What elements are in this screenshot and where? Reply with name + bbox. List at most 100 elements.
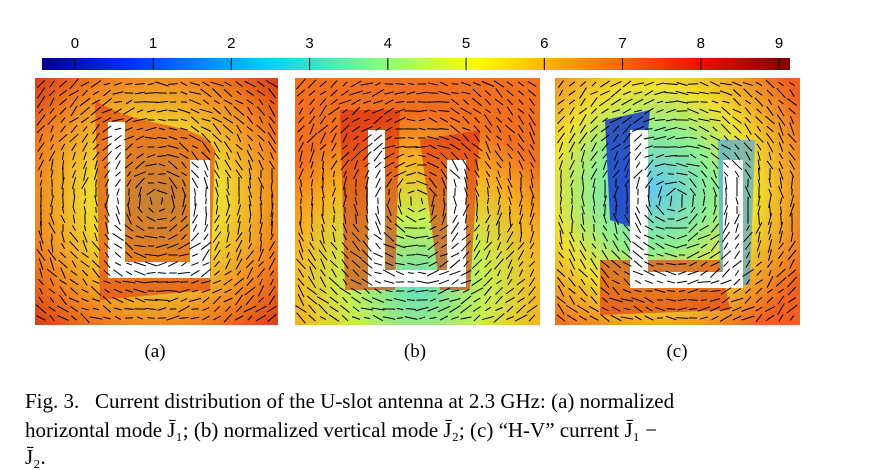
vector	[497, 233, 501, 241]
vector	[744, 169, 752, 179]
vector	[365, 176, 369, 190]
vector	[677, 127, 687, 131]
vector	[484, 295, 492, 305]
vector	[664, 243, 678, 249]
vector	[343, 213, 347, 225]
vector	[734, 234, 740, 240]
vector	[517, 133, 525, 143]
vector	[518, 213, 524, 225]
vector	[306, 295, 318, 305]
vector	[81, 252, 89, 258]
vector	[384, 99, 394, 105]
vector	[720, 82, 732, 86]
vector	[372, 108, 384, 114]
vector	[395, 153, 405, 159]
vector	[438, 298, 450, 302]
vector	[665, 163, 677, 167]
vector	[721, 115, 731, 125]
vector	[449, 259, 461, 269]
vector	[341, 117, 349, 123]
vector	[427, 306, 439, 312]
vector	[744, 123, 752, 135]
vector	[340, 151, 350, 161]
vector	[342, 194, 348, 208]
vector	[69, 278, 79, 286]
vector	[343, 233, 347, 241]
vector	[398, 195, 402, 207]
vector	[93, 224, 99, 232]
vector	[472, 82, 482, 86]
vector	[710, 233, 720, 241]
vector	[667, 290, 675, 292]
vector	[600, 314, 610, 322]
vector	[246, 267, 254, 279]
vector	[213, 305, 221, 313]
vector	[581, 195, 585, 207]
vector	[47, 115, 57, 125]
vector	[484, 306, 492, 312]
vector	[234, 99, 244, 105]
vector	[438, 270, 450, 276]
vector	[496, 241, 502, 251]
vector	[625, 169, 629, 179]
vector	[787, 297, 797, 303]
vector	[472, 108, 482, 114]
vector	[578, 132, 588, 144]
vector	[137, 216, 143, 222]
vector	[603, 195, 607, 207]
vector	[686, 108, 700, 114]
vector	[404, 316, 418, 320]
vector	[81, 298, 89, 302]
vector	[364, 162, 370, 168]
vector	[168, 234, 178, 240]
vector	[375, 212, 381, 226]
vector	[710, 152, 720, 160]
vector	[654, 306, 666, 312]
vector	[755, 287, 763, 295]
vector	[144, 298, 158, 302]
vector	[495, 212, 503, 226]
vector	[634, 212, 642, 226]
vector	[256, 124, 266, 134]
vector	[83, 152, 87, 160]
vector	[744, 242, 752, 250]
vector	[722, 222, 730, 234]
vector	[331, 250, 337, 260]
vector	[603, 242, 607, 250]
vector	[427, 241, 439, 251]
vector	[383, 243, 395, 249]
vector	[590, 97, 598, 107]
vector	[664, 181, 678, 185]
vector	[322, 177, 324, 189]
vector	[666, 280, 676, 284]
vector	[383, 152, 395, 160]
vector	[48, 89, 56, 97]
vector	[127, 203, 131, 217]
vector	[246, 134, 254, 142]
vector	[48, 150, 56, 162]
vector	[475, 233, 479, 241]
vector	[568, 81, 576, 87]
vector	[188, 99, 202, 105]
vector	[643, 234, 655, 240]
vector	[191, 151, 199, 161]
vector	[496, 108, 502, 114]
vector	[665, 118, 677, 122]
vector	[439, 117, 449, 123]
vector	[530, 251, 534, 259]
vector	[493, 80, 505, 88]
vector	[245, 295, 255, 305]
vector	[135, 177, 145, 189]
vector	[355, 188, 357, 196]
vector	[144, 91, 158, 95]
vector	[340, 304, 350, 314]
vector	[710, 261, 720, 267]
vector	[710, 223, 720, 233]
vector	[778, 152, 784, 160]
vector	[416, 280, 428, 284]
vector	[632, 116, 644, 124]
vector	[364, 169, 370, 179]
vector	[743, 142, 753, 152]
vector	[69, 305, 79, 313]
vector	[590, 107, 598, 115]
